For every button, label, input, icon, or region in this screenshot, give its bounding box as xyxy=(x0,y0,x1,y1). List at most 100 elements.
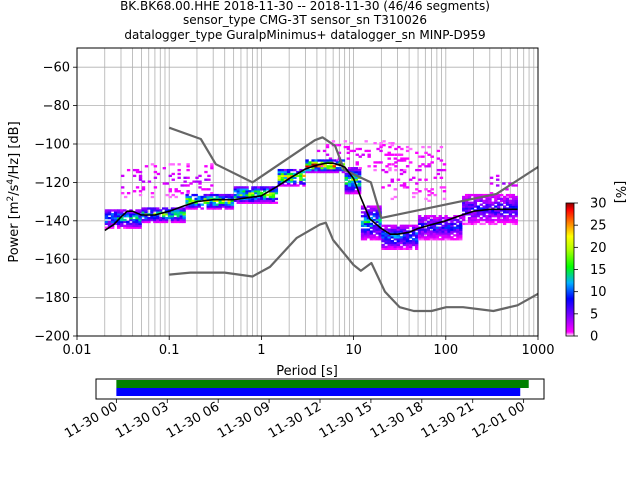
density-cell xyxy=(198,182,202,185)
density-cell xyxy=(265,193,270,197)
density-cell xyxy=(254,192,258,195)
density-cell xyxy=(488,199,492,202)
density-cell xyxy=(126,224,130,227)
density-cell xyxy=(399,241,404,245)
density-cell xyxy=(352,149,356,153)
density-cell xyxy=(488,205,492,208)
density-cell xyxy=(441,236,445,239)
x-tick-label: 1 xyxy=(257,343,265,358)
density-cell xyxy=(418,168,422,172)
density-cell xyxy=(314,165,318,168)
density-cell xyxy=(435,234,439,237)
density-cell xyxy=(204,178,208,181)
density-cell xyxy=(351,188,355,191)
mean-psd-curve xyxy=(104,162,518,235)
density-cell xyxy=(505,218,510,222)
density-cell xyxy=(420,224,425,227)
density-cell xyxy=(396,228,401,231)
density-cell xyxy=(347,186,352,189)
density-cell xyxy=(405,238,410,241)
density-cell xyxy=(396,243,401,247)
density-cell xyxy=(182,207,186,210)
density-cell xyxy=(402,228,407,231)
density-cell xyxy=(502,201,507,204)
density-cell xyxy=(116,211,121,214)
density-cell xyxy=(245,197,249,201)
density-cell xyxy=(491,209,495,212)
density-cell xyxy=(405,149,410,153)
density-cell xyxy=(444,232,448,235)
density-cell xyxy=(408,240,413,243)
density-cell xyxy=(372,215,376,218)
density-cell xyxy=(369,224,373,227)
density-cell xyxy=(277,172,282,176)
density-cell xyxy=(271,192,276,195)
density-cell xyxy=(113,209,118,212)
density-cell xyxy=(177,190,181,193)
high-noise-model-curve xyxy=(168,126,539,219)
density-cell xyxy=(277,168,282,172)
density-cell xyxy=(418,216,422,220)
density-cell xyxy=(427,199,431,202)
density-cell xyxy=(491,201,495,204)
density-cell xyxy=(251,188,255,191)
density-cell xyxy=(176,220,180,224)
density-cell xyxy=(369,209,373,212)
density-cell xyxy=(363,220,368,224)
density-cell xyxy=(286,168,291,172)
density-cell xyxy=(453,238,457,241)
density-cell xyxy=(346,147,351,151)
density-cell xyxy=(242,186,246,189)
density-cell xyxy=(418,236,422,239)
density-cell xyxy=(439,186,444,189)
density-cell xyxy=(260,201,264,204)
density-cell xyxy=(444,220,448,224)
density-cell xyxy=(159,220,163,224)
density-cell xyxy=(183,180,187,183)
density-cell xyxy=(467,209,472,212)
density-cells xyxy=(104,140,518,250)
density-cell xyxy=(104,226,109,229)
density-cell xyxy=(314,167,318,170)
density-cell xyxy=(508,199,513,202)
density-cell xyxy=(329,165,333,168)
density-cell xyxy=(399,168,404,172)
density-cell xyxy=(485,205,489,208)
density-cell xyxy=(351,182,355,185)
density-cell xyxy=(450,220,454,224)
y-tick-label: −160 xyxy=(34,253,70,268)
density-cell xyxy=(388,142,392,145)
density-cell xyxy=(482,215,486,218)
density-cell xyxy=(505,201,510,204)
density-cell xyxy=(497,195,501,199)
density-cell xyxy=(442,186,447,189)
density-cell xyxy=(467,195,472,199)
density-cell xyxy=(299,168,303,172)
density-cell xyxy=(372,224,376,227)
density-cell xyxy=(347,176,352,179)
density-cell xyxy=(381,238,385,241)
density-cell xyxy=(150,215,154,218)
density-cell xyxy=(378,207,382,210)
density-cell xyxy=(314,161,318,164)
density-cell xyxy=(423,215,428,218)
density-cell xyxy=(411,240,416,243)
density-cell xyxy=(447,238,451,241)
density-cell xyxy=(414,226,419,229)
density-cell xyxy=(289,184,294,187)
density-cell xyxy=(254,188,258,191)
density-cell xyxy=(351,184,355,187)
density-cell xyxy=(494,201,498,204)
density-cell xyxy=(248,193,252,197)
density-cell xyxy=(473,211,478,214)
density-cell xyxy=(488,215,492,218)
density-cell xyxy=(429,215,434,218)
density-cell xyxy=(224,201,229,204)
density-cell xyxy=(414,236,419,239)
density-cell xyxy=(135,216,139,220)
density-cell xyxy=(254,201,258,204)
density-cell xyxy=(373,165,377,168)
density-cell xyxy=(497,205,501,208)
density-cell xyxy=(203,195,207,199)
density-cell xyxy=(430,155,434,158)
